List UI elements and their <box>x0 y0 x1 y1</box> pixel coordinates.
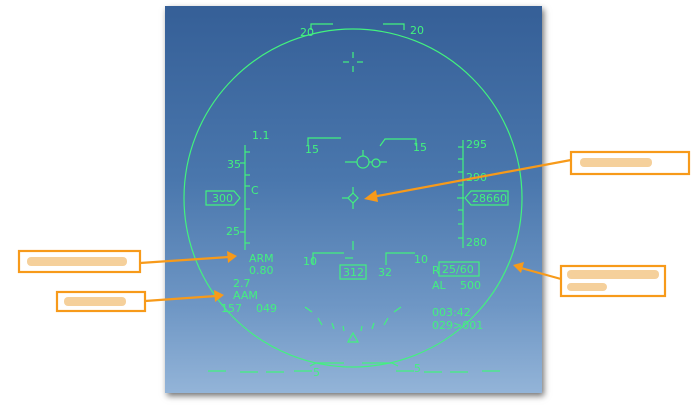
mach-readout: 0.80 <box>249 264 274 277</box>
alt-tick-295: 295 <box>466 138 487 151</box>
bank-pointer-icon <box>346 331 360 343</box>
flight-path-marker-icon <box>345 150 387 169</box>
pitch-label-10-left: 10 <box>303 255 317 268</box>
alt-tick-280: 280 <box>466 236 487 249</box>
altitude-box <box>464 190 509 206</box>
time-readout-2: 029>001 <box>432 319 483 332</box>
g-load-readout: 1.1 <box>252 129 270 142</box>
pitch-ladder-20: 20 20 <box>300 23 424 39</box>
range-readout-2: 049 <box>256 302 277 315</box>
heading-box <box>339 264 367 280</box>
heading-readout: 312 <box>343 266 364 279</box>
range-readout-1: 157 <box>221 302 242 315</box>
pitch-label-10-right: 10 <box>414 253 428 266</box>
airspeed-box <box>205 190 241 206</box>
pitch-label-5-left: 5 <box>313 366 320 379</box>
arrowhead-icon <box>227 251 237 263</box>
arm-status: ARM <box>249 252 274 265</box>
hud-field-circle <box>183 28 523 368</box>
airspeed-readout: 300 <box>212 192 233 205</box>
pitch-label-20-left: 20 <box>300 26 314 39</box>
boresight-cross-icon <box>343 52 363 72</box>
speed-tape: 1.1 35 25 C 300 <box>205 129 270 250</box>
pitch-label-15-left: 15 <box>305 143 319 156</box>
pitch-ladder-10: 10 10 312 32 <box>303 241 428 280</box>
weapon-status-block: ARM 0.80 2.7 AAM 157 049 <box>221 252 277 315</box>
pitch-ladder-15: 15 15 <box>305 137 427 156</box>
pitch-ladder-5: 5 5 <box>208 362 500 379</box>
time-readout-1: 003:42 <box>432 306 471 319</box>
callout-box-aim <box>569 150 691 176</box>
pitch-label-15-right: 15 <box>413 141 427 154</box>
callout-box-radar <box>559 264 667 298</box>
arrowhead-icon <box>214 290 224 302</box>
radar-range: 25/60 <box>442 263 474 276</box>
callout-arrows <box>139 158 572 303</box>
aim-diamond-icon <box>342 187 359 209</box>
arrowhead-icon <box>513 262 524 273</box>
bank-angle-scale <box>304 306 402 343</box>
pitch-label-5-right: 5 <box>414 362 421 375</box>
radar-status-block: R 25/60 AL 500 003:42 029>001 <box>432 261 483 332</box>
altitude-readout: 28660 <box>472 192 507 205</box>
pitch-label-20-right: 20 <box>410 24 424 37</box>
al-value: 500 <box>460 279 481 292</box>
arrowhead-icon <box>364 190 378 202</box>
speed-tick-35: 35 <box>227 158 241 171</box>
heading-right-value: 32 <box>378 266 392 279</box>
callout-box-arm <box>17 249 142 274</box>
radar-prefix: R <box>432 264 440 277</box>
secondary-readout: 2.7 <box>233 277 251 290</box>
al-label: AL <box>432 279 447 292</box>
weapon-mode: AAM <box>233 289 258 302</box>
radar-range-box <box>438 261 480 277</box>
callout-box-aam <box>55 290 147 313</box>
speed-tick-25: 25 <box>226 225 240 238</box>
speed-mode-indicator: C <box>251 184 259 197</box>
altitude-tape: 295 290 280 28660 <box>457 138 509 249</box>
